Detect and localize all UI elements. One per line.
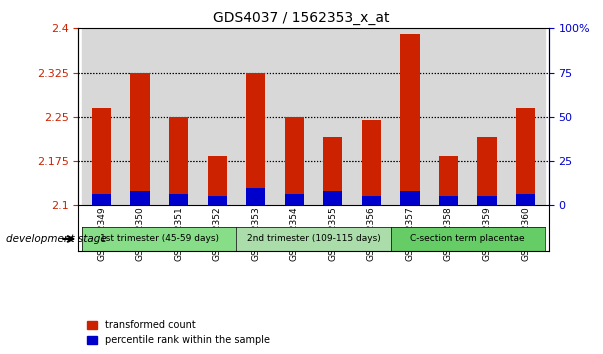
Bar (468, 28, 507, 205)
Bar (169, 117, 188, 205)
Bar (478, 137, 497, 205)
Bar (236, 28, 275, 205)
Text: 2nd trimester (109-115 days): 2nd trimester (109-115 days) (247, 234, 380, 244)
Bar (130, 73, 150, 205)
Bar (391, 28, 429, 205)
Bar (352, 28, 391, 205)
Bar (92, 194, 111, 205)
Text: GDS4037 / 1562353_x_at: GDS4037 / 1562353_x_at (213, 11, 390, 25)
Bar (121, 28, 159, 205)
Bar (198, 28, 236, 205)
Bar (362, 120, 381, 205)
Bar (429, 28, 468, 205)
Bar (92, 108, 111, 205)
Bar (507, 28, 545, 205)
Legend: transformed count, percentile rank within the sample: transformed count, percentile rank withi… (83, 316, 274, 349)
Bar (400, 190, 420, 205)
Bar (323, 190, 343, 205)
Bar (207, 196, 227, 205)
Bar (323, 137, 343, 205)
Bar (159, 28, 198, 205)
Bar (439, 196, 458, 205)
Bar (207, 156, 227, 205)
Bar (285, 194, 304, 205)
Bar (478, 196, 497, 205)
Bar (516, 108, 535, 205)
Bar (439, 156, 458, 205)
Text: development stage: development stage (6, 234, 107, 244)
Bar (275, 28, 314, 205)
Bar (362, 196, 381, 205)
Bar (285, 117, 304, 205)
Bar (314, 28, 352, 205)
Bar (169, 194, 188, 205)
Bar (246, 73, 265, 205)
Bar (246, 188, 265, 205)
Bar (400, 34, 420, 205)
Bar (516, 194, 535, 205)
Text: 1st trimester (45-59 days): 1st trimester (45-59 days) (100, 234, 219, 244)
Bar (82, 28, 121, 205)
Bar (130, 190, 150, 205)
Text: C-section term placentae: C-section term placentae (411, 234, 525, 244)
